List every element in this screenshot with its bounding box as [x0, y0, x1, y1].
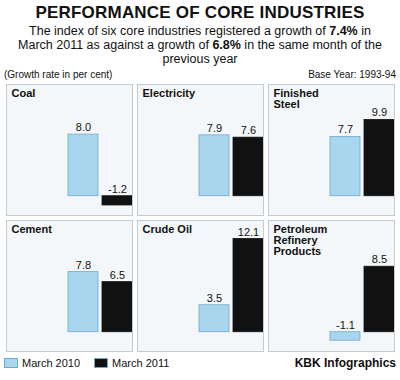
svg-text:7.7: 7.7 — [338, 123, 353, 135]
svg-text:PetroleumRefineryProducts: PetroleumRefineryProducts — [274, 223, 328, 257]
svg-text:9.9: 9.9 — [372, 106, 387, 118]
svg-text:12.1: 12.1 — [238, 226, 259, 238]
svg-text:-1.1: -1.1 — [336, 319, 355, 331]
svg-text:8.0: 8.0 — [76, 121, 91, 133]
svg-text:7.9: 7.9 — [207, 122, 222, 134]
svg-text:Cement: Cement — [12, 223, 53, 235]
svg-text:6.5: 6.5 — [110, 269, 125, 281]
html-text:(Growth rate in per cent): (Growth rate in per cent) — [4, 69, 113, 80]
svg-text:Coal: Coal — [12, 87, 36, 99]
html-text:Base Year: 1993-94: Base Year: 1993-94 — [308, 69, 396, 80]
svg-text:Crude Oil: Crude Oil — [143, 223, 193, 235]
svg-text:8.5: 8.5 — [372, 253, 387, 265]
html-text:PERFORMANCE OF CORE INDUSTRIES: PERFORMANCE OF CORE INDUSTRIES — [35, 3, 365, 22]
html-text:March 2010: March 2010 — [22, 357, 81, 369]
svg-text:Electricity: Electricity — [143, 87, 196, 99]
svg-text:-1.2: -1.2 — [108, 183, 127, 195]
html-text:March 2011: March 2011 — [112, 357, 170, 369]
html-text:KBK Infographics: KBK Infographics — [294, 356, 396, 370]
svg-text:FinishedSteel: FinishedSteel — [274, 87, 319, 110]
svg-text:3.5: 3.5 — [207, 292, 222, 304]
svg-text:7.8: 7.8 — [76, 259, 91, 271]
html-text:The index of six core industri: The index of six core industries registe… — [18, 24, 382, 66]
svg-text:7.6: 7.6 — [241, 124, 256, 136]
